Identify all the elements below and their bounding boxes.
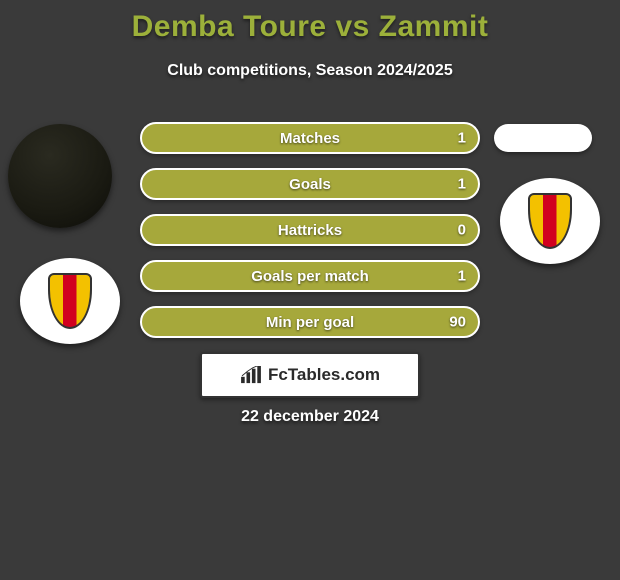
stat-value-right: 90 [449, 314, 466, 331]
stat-label: Goals [289, 176, 331, 193]
stat-value-right: 1 [458, 176, 466, 193]
stat-row: Goals per match 1 [140, 260, 480, 292]
stat-row: Min per goal 90 [140, 306, 480, 338]
player-right-avatar [494, 124, 592, 152]
stat-value-right: 1 [458, 130, 466, 147]
brand-badge[interactable]: FcTables.com [200, 352, 420, 398]
subtitle: Club competitions, Season 2024/2025 [0, 62, 620, 80]
stat-row: Hattricks 0 [140, 214, 480, 246]
stat-label: Min per goal [266, 314, 354, 331]
shield-icon [528, 193, 572, 249]
page-title: Demba Toure vs Zammit [0, 0, 620, 44]
brand-label: FcTables.com [268, 365, 380, 385]
shield-icon [48, 273, 92, 329]
bar-chart-icon [240, 366, 262, 384]
stat-value-right: 0 [458, 222, 466, 239]
stat-label: Matches [280, 130, 340, 147]
stat-row: Goals 1 [140, 168, 480, 200]
club-badge-right [500, 178, 600, 264]
club-badge-left [20, 258, 120, 344]
stat-label: Hattricks [278, 222, 342, 239]
stats-panel: Matches 1 Goals 1 Hattricks 0 Goals per … [140, 122, 480, 352]
player-left-avatar [8, 124, 112, 228]
stat-value-right: 1 [458, 268, 466, 285]
stat-row: Matches 1 [140, 122, 480, 154]
date-text: 22 december 2024 [0, 408, 620, 426]
stat-label: Goals per match [251, 268, 369, 285]
